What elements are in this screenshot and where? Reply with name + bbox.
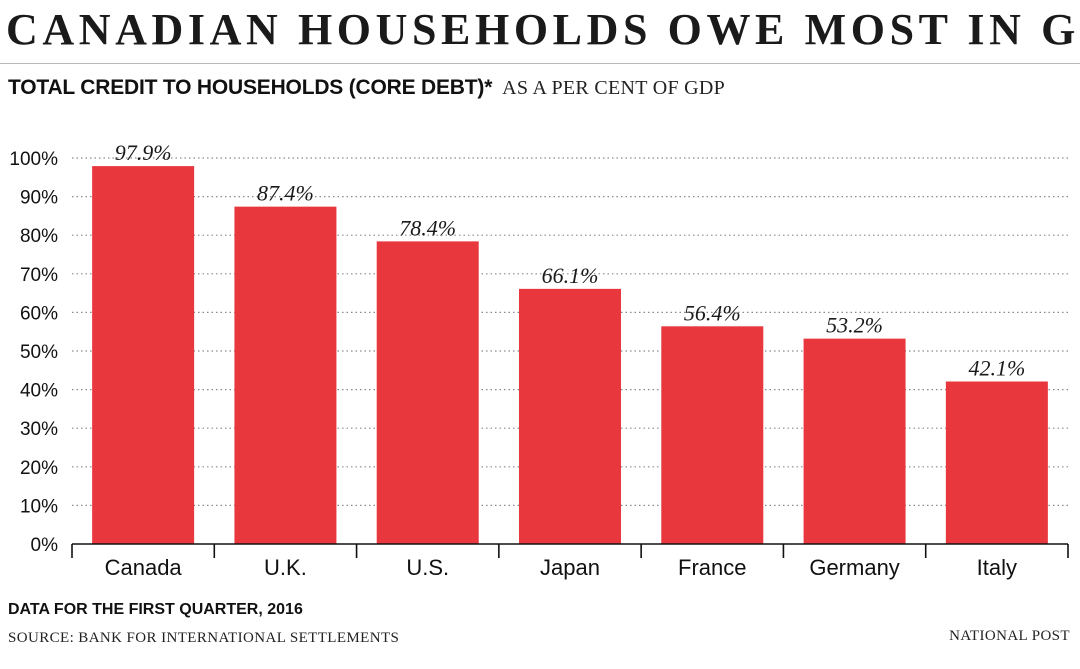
category-label: Canada	[105, 555, 183, 580]
bar	[92, 166, 195, 544]
data-label: 66.1%	[542, 263, 599, 288]
category-label: Germany	[809, 555, 899, 580]
category-label: U.K.	[264, 555, 307, 580]
data-label: 97.9%	[115, 140, 172, 165]
y-tick-label: 90%	[20, 188, 58, 209]
bar	[234, 206, 337, 545]
y-tick-label: 100%	[9, 149, 58, 170]
data-label: 42.1%	[968, 355, 1025, 380]
bar-chart: 0% 10% 20% 30% 40% 50% 60% 70% 80% 90% 100% 97.9% Ca…	[9, 140, 1069, 580]
bar	[661, 326, 764, 544]
bar	[376, 241, 479, 544]
subtitle-measure: TOTAL CREDIT TO HOUSEHOLDS (CORE DEBT)*	[8, 76, 493, 99]
y-tick-label: 0%	[31, 535, 59, 556]
y-tick-label: 40%	[20, 381, 58, 402]
data-label: 78.4%	[399, 215, 456, 240]
y-tick-label: 20%	[20, 458, 58, 479]
y-tick-label: 60%	[20, 303, 58, 324]
y-tick-label: 70%	[20, 265, 58, 286]
bar	[519, 288, 621, 544]
chart-subtitle: TOTAL CREDIT TO HOUSEHOLDS (CORE DEBT)* A…	[8, 76, 725, 100]
y-tick-label: 30%	[20, 419, 58, 440]
source-note: SOURCE: BANK FOR INTERNATIONAL SETTLEMEN…	[8, 630, 400, 646]
title-rule	[0, 63, 1080, 64]
y-tick-label: 10%	[20, 496, 58, 517]
bar	[803, 338, 906, 544]
footnote: DATA FOR THE FIRST QUARTER, 2016	[8, 601, 303, 618]
y-tick-label: 50%	[20, 342, 58, 363]
category-label: Japan	[540, 555, 600, 580]
category-label: France	[678, 555, 746, 580]
data-label: 56.4%	[684, 300, 741, 325]
category-label: U.S.	[406, 555, 449, 580]
subtitle-unit: AS A PER CENT OF GDP	[502, 77, 726, 99]
publisher-credit: NATIONAL POST	[949, 628, 1070, 644]
bar	[945, 381, 1048, 544]
data-label: 87.4%	[257, 181, 314, 206]
category-label: Italy	[977, 555, 1017, 580]
y-tick-label: 80%	[20, 226, 58, 247]
data-label: 53.2%	[826, 313, 883, 338]
chart-title: CANADIAN HOUSEHOLDS OWE MOST IN G7	[6, 5, 1080, 54]
